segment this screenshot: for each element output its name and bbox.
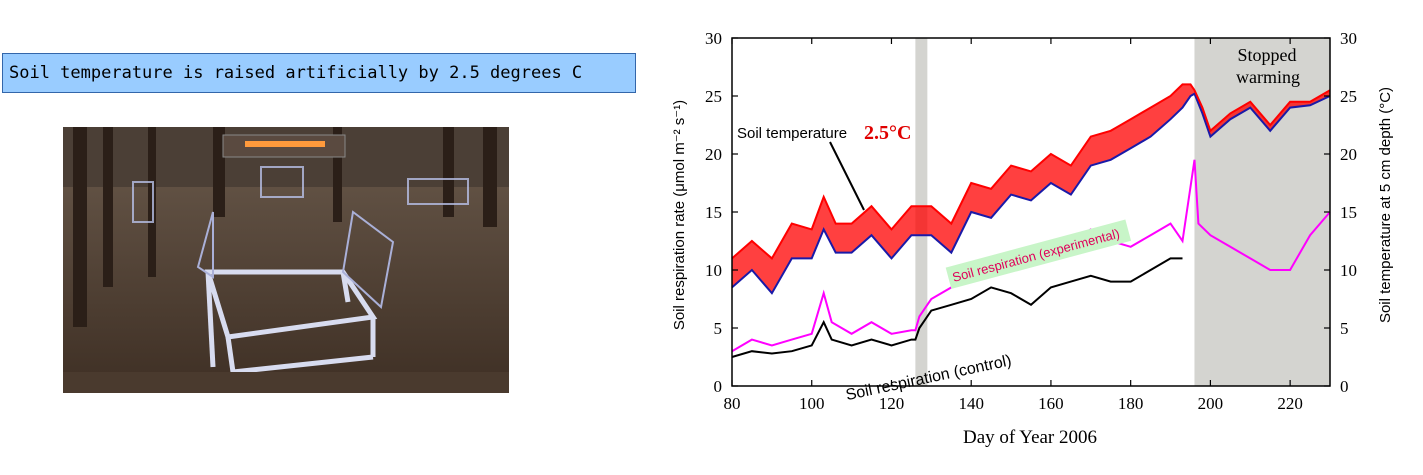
y-right-tick-label: 20 <box>1340 145 1357 164</box>
y-axis-left-title: Soil respiration rate (μmol m⁻² s⁻¹) <box>671 100 688 330</box>
x-tick-label: 200 <box>1198 394 1224 413</box>
soil-respiration-chart: 80 100 120 140 160 180 200 220 0 5 10 15 20 25 30 0 5 10 1… <box>660 20 1420 470</box>
x-axis-title: Day of Year 2006 <box>963 427 1097 448</box>
shaded-region-1 <box>1194 38 1330 386</box>
x-tick-label: 180 <box>1118 394 1144 413</box>
x-tick-label: 160 <box>1038 394 1064 413</box>
experimental-label-bg <box>945 219 1132 289</box>
y-left-tick-label: 0 <box>714 377 723 396</box>
stopped-warming-label-2: warming <box>1236 67 1300 87</box>
caption-box: Soil temperature is raised artificially … <box>2 53 636 93</box>
y-right-tick-label: 10 <box>1340 261 1357 280</box>
y-left-tick-label: 5 <box>714 319 723 338</box>
series-line-temp_control <box>731 92 1331 295</box>
series-line-temp_warmed <box>731 83 1331 260</box>
stopped-warming-label-1: Stopped <box>1237 45 1296 65</box>
y-left-tick-label: 30 <box>705 29 722 48</box>
x-tick-label: 140 <box>958 394 984 413</box>
x-tick-label: 100 <box>799 394 825 413</box>
warming-difference-area <box>732 84 1330 294</box>
y-left-tick-label: 20 <box>705 145 722 164</box>
control-series-label: Soil respiration (control) <box>844 352 1013 404</box>
series-line-resp_control <box>731 257 1183 358</box>
experimental-series-label: Soil respiration (experimental) <box>951 226 1122 285</box>
caption-text: Soil temperature is raised artificially … <box>9 63 583 83</box>
x-tick-label: 220 <box>1277 394 1303 413</box>
y-right-tick-label: 30 <box>1340 29 1357 48</box>
delta-temperature-annotation: 2.5°C <box>864 122 911 144</box>
soil-temperature-annotation: Soil temperature <box>737 125 847 142</box>
y-left-tick-label: 10 <box>705 261 722 280</box>
y-right-tick-label: 25 <box>1340 87 1357 106</box>
x-tick-label: 80 <box>724 394 741 413</box>
y-right-tick-label: 15 <box>1340 203 1357 222</box>
y-right-tick-label: 0 <box>1340 377 1349 396</box>
y-left-tick-label: 15 <box>705 203 722 222</box>
x-tick-label: 120 <box>879 394 905 413</box>
y-axis-right-title: Soil temperature at 5 cm depth (°C) <box>1377 87 1394 323</box>
y-left-tick-label: 25 <box>705 87 722 106</box>
y-right-tick-label: 5 <box>1340 319 1349 338</box>
soil-temperature-pointer <box>829 141 865 211</box>
field-warming-chamber-photo <box>63 127 509 393</box>
